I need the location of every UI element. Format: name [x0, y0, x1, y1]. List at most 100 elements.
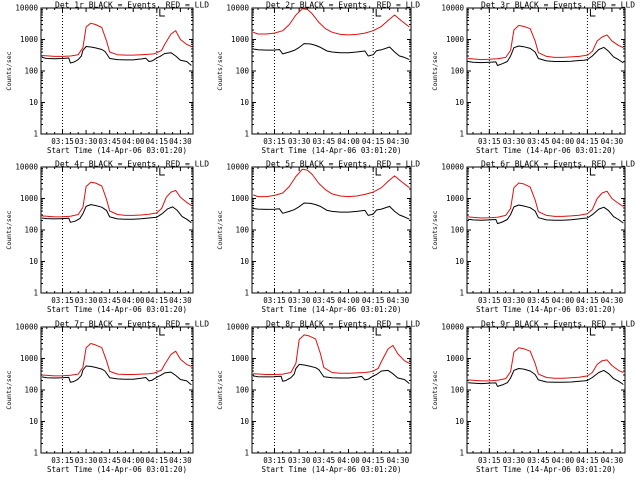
panel-title: Det 6r BLACK = Events, RED = LLD	[481, 160, 635, 169]
events-series-line	[41, 204, 192, 224]
panel-title: Det 3r BLACK = Events, RED = LLD	[481, 1, 635, 10]
x-axis-label: Start Time (14-Apr-06 03:01:20)	[262, 146, 402, 155]
y-tick-label: 10000	[226, 4, 249, 13]
y-axis-label: Counts/sec	[431, 51, 439, 90]
y-tick-label: 1	[459, 289, 464, 298]
x-tick-label: 03:45	[313, 137, 336, 146]
y-tick-label: 1	[33, 449, 38, 458]
y-tick-label: 10000	[15, 4, 38, 13]
y-axis-label: Counts/sec	[216, 210, 224, 249]
y-tick-label: 10	[29, 417, 39, 426]
y-tick-label: 1000	[20, 354, 39, 363]
x-tick-label: 03:30	[288, 137, 311, 146]
x-tick-label: 04:15	[576, 296, 599, 305]
y-tick-label: 1000	[231, 354, 250, 363]
x-tick-label: 03:45	[98, 296, 121, 305]
lld-series-line	[41, 343, 192, 377]
x-tick-label: 04:15	[576, 456, 599, 465]
y-tick-label: 1	[459, 449, 464, 458]
plot-frame	[251, 166, 412, 294]
x-tick-label: 03:30	[503, 137, 526, 146]
y-tick-label: 1000	[446, 354, 465, 363]
events-series-line	[468, 45, 624, 66]
y-tick-label: 10000	[441, 163, 464, 172]
interval-bracket-mark	[159, 168, 165, 176]
detector-panel: Det 5r BLACK = Events, RED = LLD 1 10 100 10…	[216, 160, 420, 315]
y-tick-label: 10	[240, 257, 250, 266]
y-tick-label: 1	[244, 289, 249, 298]
events-series-line	[253, 43, 410, 61]
x-tick-label: 04:15	[576, 137, 599, 146]
x-tick-label: 04:30	[387, 456, 410, 465]
plot-frame	[40, 326, 194, 454]
x-tick-label: 03:15	[263, 296, 286, 305]
panel-title: Det 8r BLACK = Events, RED = LLD	[266, 320, 420, 329]
x-tick-label: 04:15	[362, 296, 385, 305]
y-axis-label: Counts/sec	[431, 370, 439, 409]
interval-bracket-mark	[375, 328, 382, 336]
panel-title: Det 5r BLACK = Events, RED = LLD	[266, 160, 420, 169]
x-tick-label: 04:15	[362, 137, 385, 146]
y-axis-label: Counts/sec	[5, 210, 13, 249]
x-tick-label: 04:15	[362, 456, 385, 465]
x-tick-label: 03:45	[313, 296, 336, 305]
x-tick-label: 03:15	[51, 137, 74, 146]
events-series-line	[468, 368, 624, 387]
y-tick-label: 100	[235, 386, 249, 395]
plot-frame	[466, 326, 626, 454]
y-tick-label: 100	[24, 67, 38, 76]
x-tick-label: 04:15	[146, 456, 169, 465]
x-tick-label: 03:15	[478, 456, 501, 465]
interval-bracket-mark	[589, 9, 596, 17]
y-tick-label: 10000	[441, 323, 464, 332]
x-tick-label: 04:00	[122, 456, 145, 465]
plot-frame	[251, 7, 412, 135]
x-tick-label: 03:15	[478, 296, 501, 305]
x-tick-label: 04:15	[146, 137, 169, 146]
y-axis-label: Counts/sec	[431, 210, 439, 249]
interval-bracket-mark	[589, 328, 596, 336]
y-tick-label: 100	[24, 386, 38, 395]
plot-frame	[40, 166, 194, 294]
x-tick-label: 03:45	[98, 137, 121, 146]
x-tick-label: 03:45	[98, 456, 121, 465]
plot-frame	[466, 7, 626, 135]
detector-panel: Det 7r BLACK = Events, RED = LLD 1 10 100 10…	[5, 320, 209, 475]
x-tick-label: 04:30	[169, 456, 192, 465]
lld-series-line	[468, 24, 624, 61]
interval-bracket-mark	[375, 168, 382, 176]
x-tick-label: 04:00	[122, 137, 145, 146]
detector-panel: Det 8r BLACK = Events, RED = LLD 1 10 100 10…	[216, 320, 420, 475]
y-tick-label: 10000	[441, 4, 464, 13]
x-tick-label: 03:45	[527, 137, 550, 146]
x-tick-label: 03:45	[527, 296, 550, 305]
detector-panel: Det 1r BLACK = Events, RED = LLD 1 10 100 10…	[5, 1, 209, 156]
x-tick-label: 03:15	[51, 296, 74, 305]
x-axis-label: Start Time (14-Apr-06 03:01:20)	[47, 146, 187, 155]
x-tick-label: 04:15	[146, 296, 169, 305]
y-tick-label: 10	[455, 417, 465, 426]
lld-series-line	[468, 347, 624, 382]
x-tick-label: 03:45	[313, 456, 336, 465]
y-axis-label: Counts/sec	[216, 51, 224, 90]
y-tick-label: 1	[244, 130, 249, 139]
y-tick-label: 10	[240, 417, 250, 426]
interval-bracket-mark	[159, 328, 165, 336]
x-tick-label: 03:15	[51, 456, 74, 465]
lld-series-line	[253, 334, 410, 375]
y-tick-label: 1	[244, 449, 249, 458]
x-tick-label: 04:30	[601, 137, 624, 146]
y-tick-label: 1000	[20, 35, 39, 44]
x-tick-label: 04:00	[122, 296, 145, 305]
x-tick-label: 03:15	[478, 137, 501, 146]
panel-title: Det 1r BLACK = Events, RED = LLD	[55, 1, 209, 10]
x-tick-label: 04:00	[552, 137, 575, 146]
y-tick-label: 100	[450, 386, 464, 395]
detector-panel: Det 2r BLACK = Events, RED = LLD 1 10 100 10…	[216, 1, 420, 156]
detector-panel: Det 3r BLACK = Events, RED = LLD 1 10 100 10…	[431, 1, 635, 156]
interval-bracket-mark	[375, 9, 382, 17]
y-tick-label: 10	[29, 257, 39, 266]
y-tick-label: 1000	[446, 35, 465, 44]
lld-series-line	[468, 182, 624, 219]
